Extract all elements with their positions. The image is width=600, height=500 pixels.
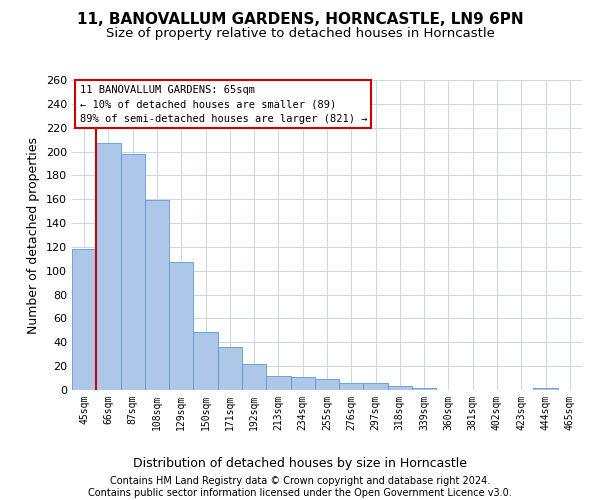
Bar — [121, 154, 145, 390]
Bar — [533, 388, 558, 390]
Text: Contains public sector information licensed under the Open Government Licence v3: Contains public sector information licen… — [88, 488, 512, 498]
Bar — [145, 200, 169, 390]
Text: 11, BANOVALLUM GARDENS, HORNCASTLE, LN9 6PN: 11, BANOVALLUM GARDENS, HORNCASTLE, LN9 … — [77, 12, 523, 28]
Text: 11 BANOVALLUM GARDENS: 65sqm
← 10% of detached houses are smaller (89)
89% of se: 11 BANOVALLUM GARDENS: 65sqm ← 10% of de… — [80, 84, 367, 124]
Bar — [72, 250, 96, 390]
Bar — [364, 383, 388, 390]
Bar — [193, 332, 218, 390]
Bar — [242, 364, 266, 390]
Bar — [315, 380, 339, 390]
Bar — [388, 386, 412, 390]
Bar — [290, 377, 315, 390]
Bar — [218, 347, 242, 390]
Bar — [96, 143, 121, 390]
Bar — [169, 262, 193, 390]
Bar — [339, 383, 364, 390]
Text: Size of property relative to detached houses in Horncastle: Size of property relative to detached ho… — [106, 28, 494, 40]
Bar — [266, 376, 290, 390]
Y-axis label: Number of detached properties: Number of detached properties — [28, 136, 40, 334]
Text: Contains HM Land Registry data © Crown copyright and database right 2024.: Contains HM Land Registry data © Crown c… — [110, 476, 490, 486]
Bar — [412, 388, 436, 390]
Text: Distribution of detached houses by size in Horncastle: Distribution of detached houses by size … — [133, 458, 467, 470]
